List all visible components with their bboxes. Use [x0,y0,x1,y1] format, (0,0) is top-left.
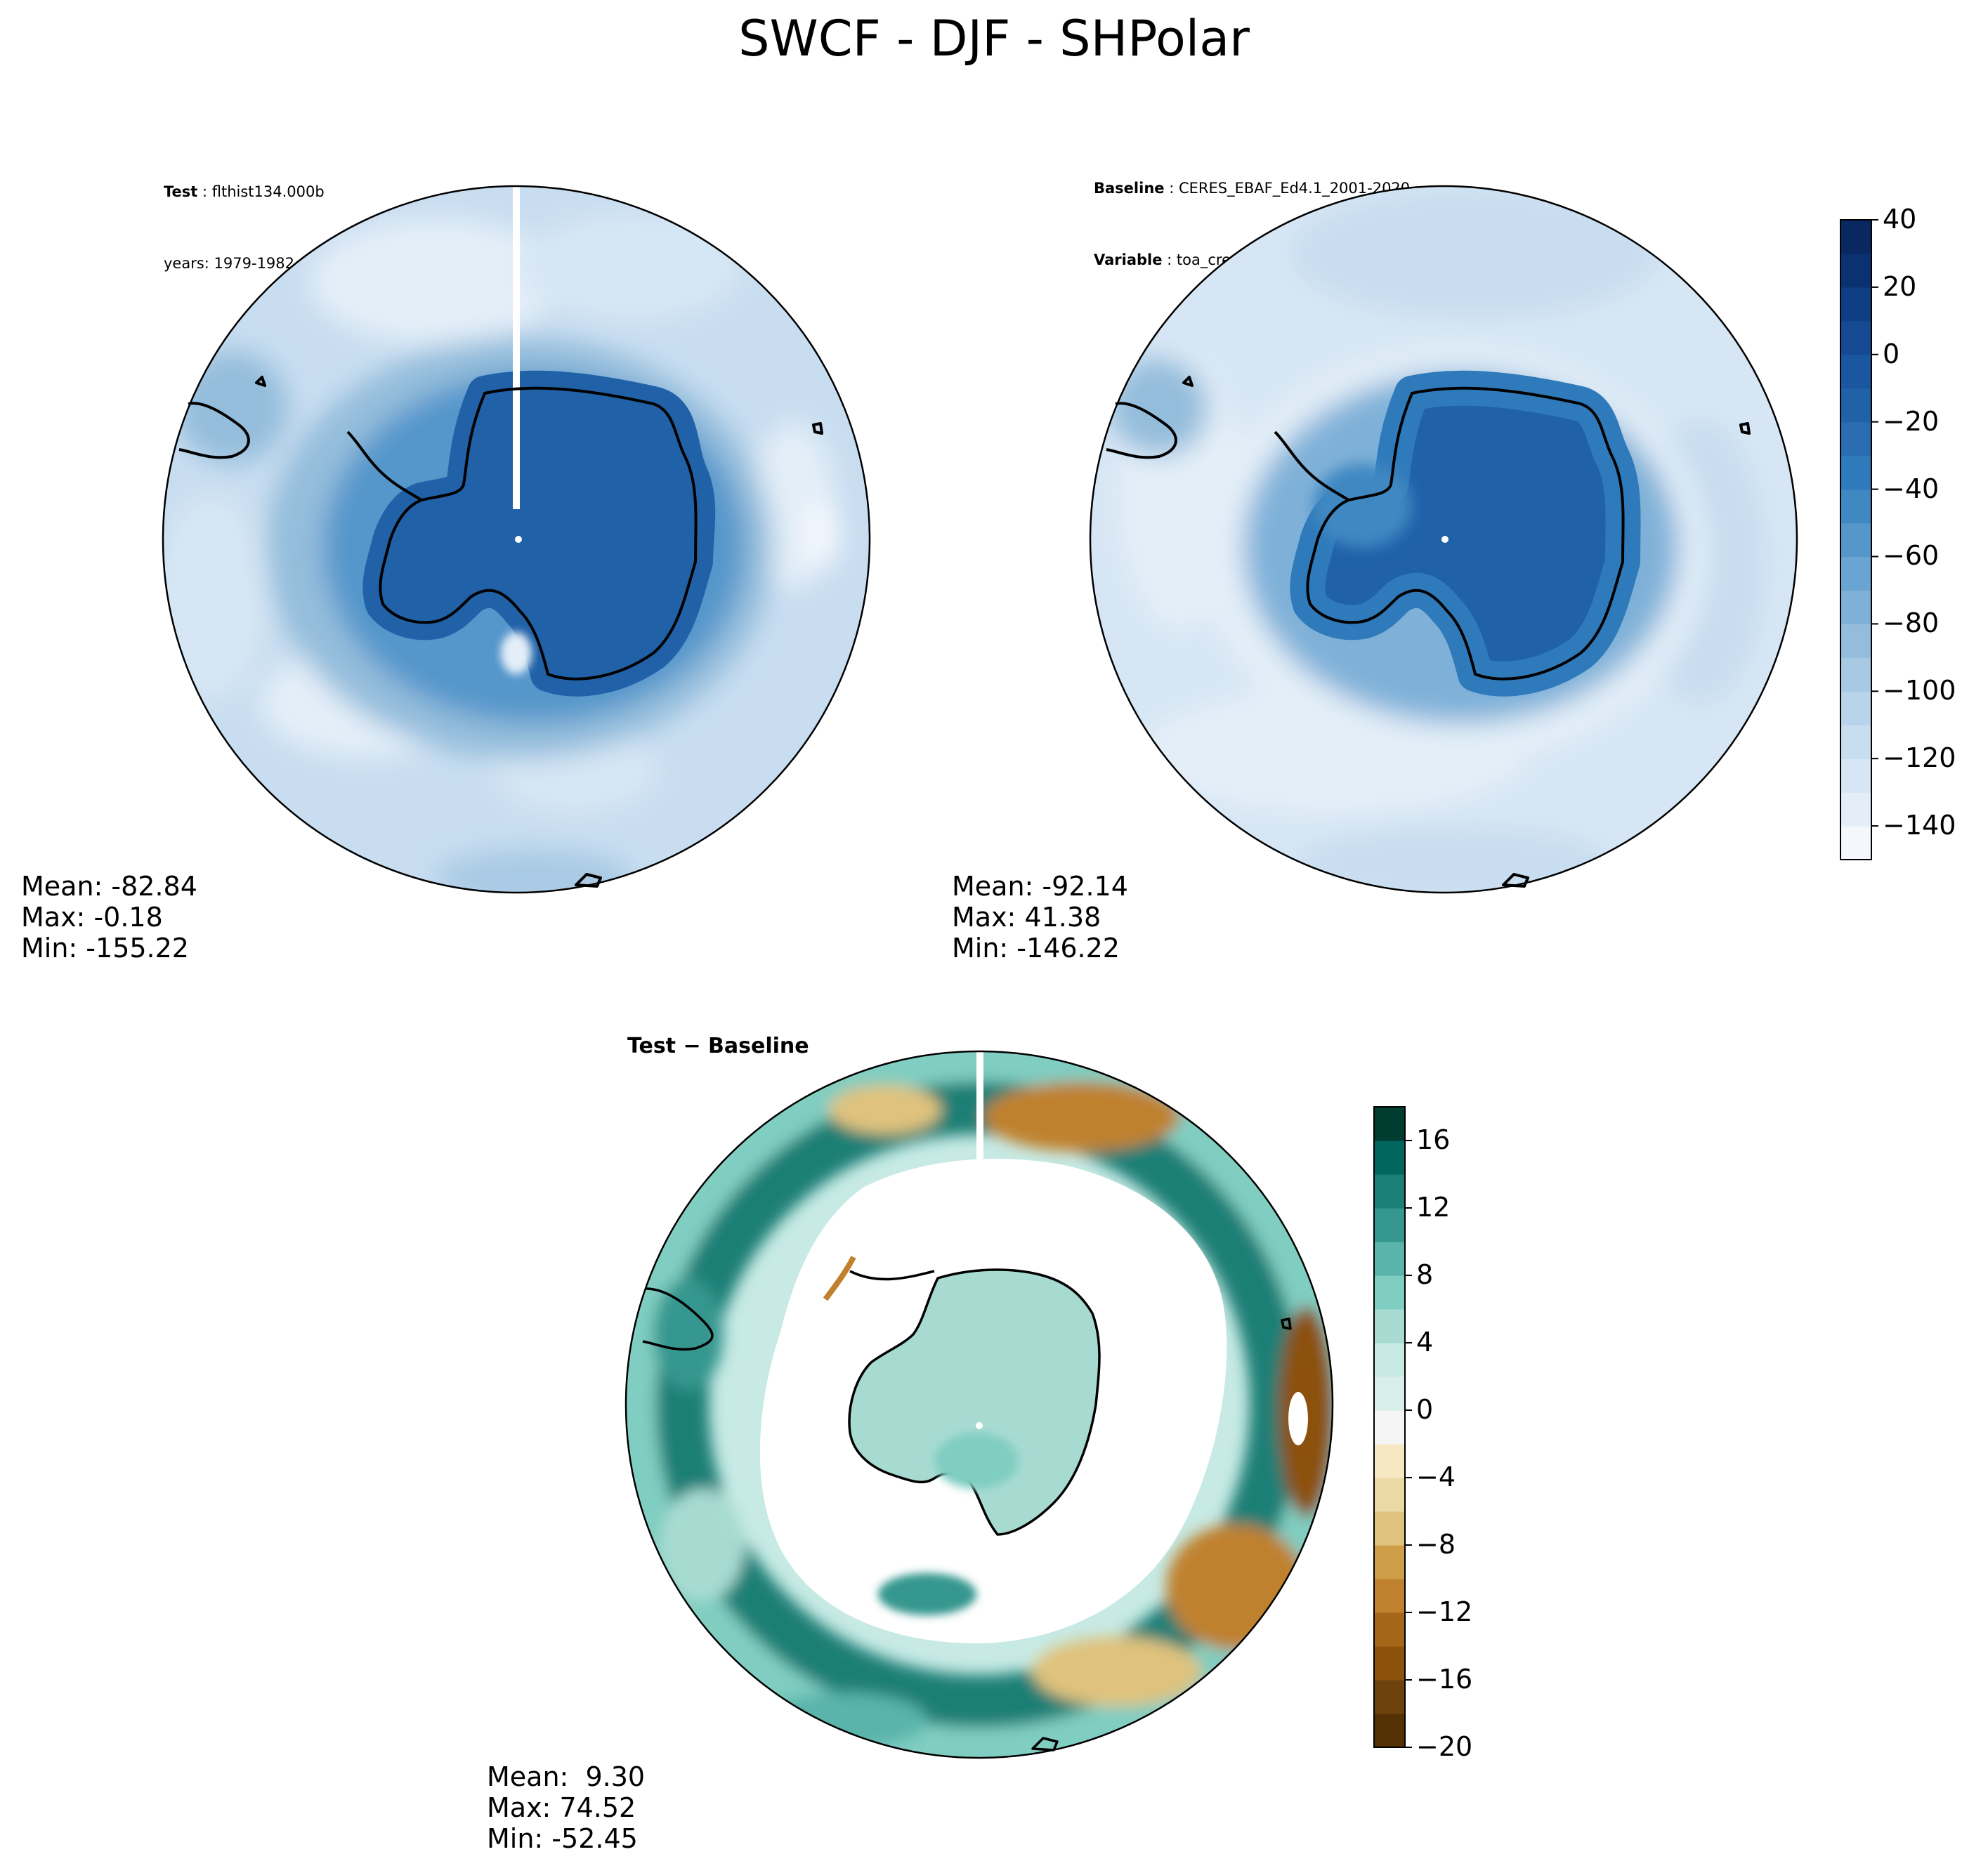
diff-colorbar-segment [1374,1646,1405,1681]
diff-min: Min: -52.45 [487,1823,638,1854]
main-colorbar-tick-label: −60 [1883,540,1940,572]
main-colorbar-tick-label: −100 [1883,675,1956,707]
diff-colorbar-tick-label: −20 [1416,1731,1473,1762]
diff-colorbar-tick-label: −4 [1416,1461,1456,1492]
main-colorbar-segment [1840,320,1871,355]
main-colorbar-segment [1840,657,1871,692]
diff-colorbar-segment [1374,1107,1405,1141]
main-colorbar-frame [1840,219,1872,860]
baseline-max: Max: 41.38 [952,902,1101,933]
main-colorbar-tick-label: 20 [1883,270,1917,302]
test-min: Min: -155.22 [21,933,189,964]
diff-colorbar-tick-label: −8 [1416,1529,1456,1560]
main-colorbar-tick-label: −20 [1883,405,1940,437]
diff-colorbar-segment [1374,1545,1405,1579]
diff-colorbar-segment [1374,1242,1405,1276]
main-colorbar-segment [1840,523,1871,558]
baseline-map [1089,185,1798,894]
diff-colorbar-segment [1374,1714,1405,1748]
figure-title: SWCF - DJF - SHPolar [738,10,1250,67]
main-colorbar-segment [1840,354,1871,389]
diff-map [624,1050,1334,1759]
test-value: flthist134.000b [211,183,325,200]
test-key: Test [164,183,198,200]
diff-mean: Mean: 9.30 [487,1761,646,1792]
diff-colorbar-segment [1374,1309,1405,1343]
main-colorbar-segment [1840,826,1871,860]
main-colorbar-tick-label: 0 [1883,338,1900,369]
test-stats: Mean: -82.84 Max: -0.18 Min: -155.22 [21,871,197,964]
test-panel-meta: Test : flthist134.000b years: 1979-1982 [164,132,325,299]
baseline-stats: Mean: -92.14 Max: 41.38 Min: -146.22 [952,871,1128,964]
diff-colorbar-segment [1374,1444,1405,1478]
baseline-mean: Mean: -92.14 [952,871,1128,902]
diff-colorbar-tick-label: 8 [1416,1259,1434,1290]
main-colorbar-tick-label: −80 [1883,607,1940,639]
colorbar-main [1840,219,1878,860]
main-colorbar-tick-label: −40 [1883,473,1940,504]
main-colorbar-segment [1840,489,1871,524]
main-colorbar-segment [1840,624,1871,658]
main-colorbar-tick-label: 40 [1883,204,1917,235]
variable-key: Variable [1094,251,1163,268]
main-colorbar-segment [1840,590,1871,624]
diff-colorbar-segment [1374,1511,1405,1546]
diff-colorbar-segment [1374,1478,1405,1512]
diff-colorbar-tick-label: 12 [1416,1192,1451,1223]
diff-colorbar-segment [1374,1275,1405,1310]
baseline-min: Min: -146.22 [952,933,1120,964]
diff-colorbar-segment [1374,1141,1405,1175]
diff-colorbar-segment [1374,1680,1405,1714]
diff-colorbar-segment [1374,1343,1405,1377]
diff-colorbar-segment [1374,1208,1405,1242]
diff-colorbar-tick-label: 16 [1416,1124,1451,1155]
diff-colorbar-segment [1374,1376,1405,1411]
diff-colorbar-tick-label: −16 [1416,1664,1473,1695]
main-colorbar-tick-label: −120 [1883,742,1956,774]
diff-colorbar-tick-label: 4 [1416,1327,1434,1358]
diff-colorbar-frame [1373,1106,1406,1748]
main-colorbar-segment [1840,421,1871,456]
main-colorbar-segment [1840,388,1871,423]
test-map-frame [162,185,871,894]
colorbar-diff [1373,1106,1412,1748]
main-colorbar-segment [1840,556,1871,591]
diff-stats: Mean: 9.30 Max: 74.52 Min: -52.45 [487,1761,645,1854]
diff-max: Max: 74.52 [487,1792,636,1823]
test-mean: Mean: -82.84 [21,871,197,902]
main-colorbar-segment [1840,758,1871,793]
test-max: Max: -0.18 [21,902,163,933]
main-colorbar-segment [1840,725,1871,759]
diff-colorbar-segment [1374,1410,1405,1445]
main-colorbar-segment [1840,287,1871,322]
main-colorbar-tick-label: −140 [1883,810,1956,841]
diff-map-frame [624,1050,1334,1759]
diff-colorbar-segment [1374,1579,1405,1613]
diff-panel-heading: Test − Baseline [627,1034,809,1058]
test-map [162,185,871,894]
main-colorbar-segment [1840,792,1871,827]
main-colorbar-segment [1840,253,1871,288]
baseline-map-frame [1089,185,1798,894]
test-years: years: 1979-1982 [164,255,295,272]
diff-colorbar-segment [1374,1612,1405,1647]
diff-colorbar-segment [1374,1174,1405,1209]
main-colorbar-segment [1840,220,1871,254]
diff-colorbar-tick-label: −12 [1416,1596,1473,1627]
diff-colorbar-tick-label: 0 [1416,1394,1434,1425]
baseline-key: Baseline [1094,180,1165,197]
main-colorbar-segment [1840,455,1871,490]
main-colorbar-segment [1840,691,1871,725]
